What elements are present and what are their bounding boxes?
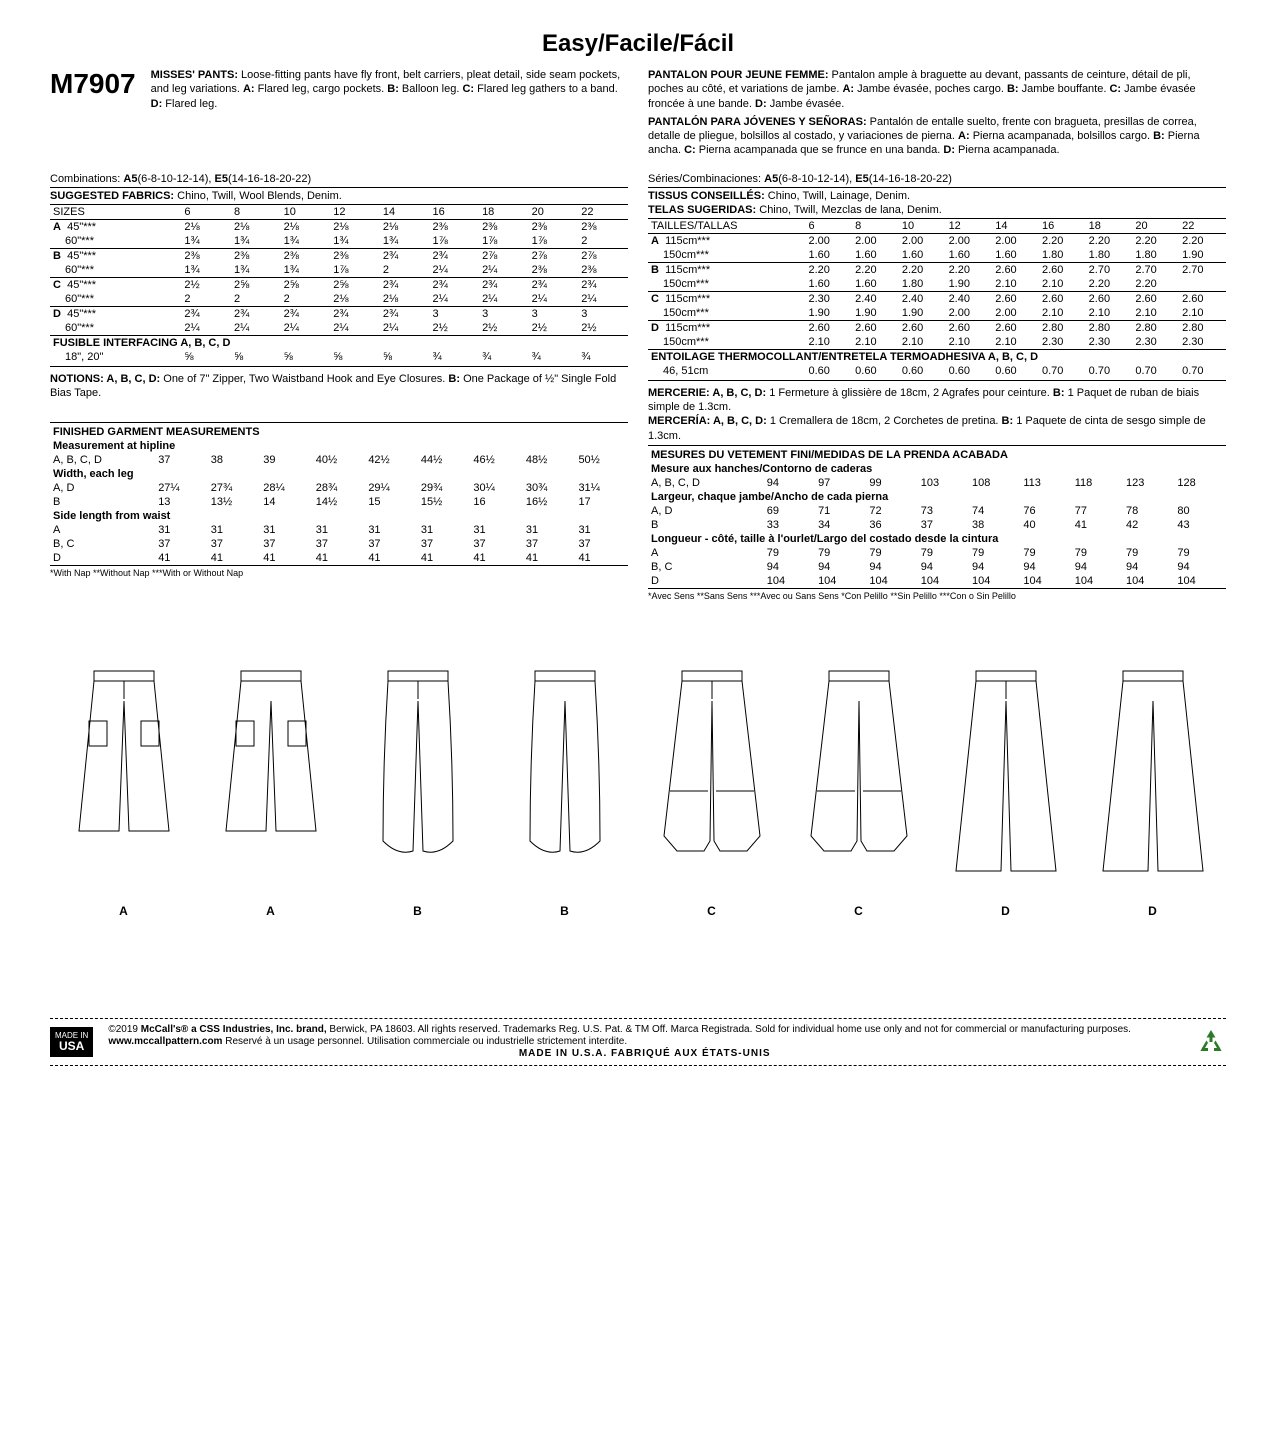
pants-d-back-icon xyxy=(1093,661,1213,891)
fgm-table-imperial: FINISHED GARMENT MEASUREMENTS Measuremen… xyxy=(50,425,628,565)
metric-column: Séries/Combinaciones: A5(6-8-10-12-14), … xyxy=(648,173,1226,601)
illustration-b-front: B xyxy=(358,661,478,918)
pants-b-front-icon xyxy=(358,661,478,891)
description-english: MISSES' PANTS: Loose-fitting pants have … xyxy=(151,68,628,158)
illustration-a-back: A xyxy=(211,661,331,918)
illustration-c-front: C xyxy=(652,661,772,918)
illustrations-row: A A B B C xyxy=(50,661,1226,918)
footer-text: ©2019 McCall's® a CSS Industries, Inc. b… xyxy=(108,1024,1181,1060)
yardage-table-imperial: SIZES6810121416182022 A 45"***2⅛2⅛2⅛2⅛2⅛… xyxy=(50,204,628,364)
yardage-table-metric: TAILLES/TALLAS6810121416182022 A 115cm**… xyxy=(648,218,1226,378)
pants-a-back-icon xyxy=(211,661,331,891)
footer: MADE IN USA ©2019 McCall's® a CSS Indust… xyxy=(50,1018,1226,1066)
pattern-number: M7907 xyxy=(50,68,136,158)
description-translations: PANTALON POUR JEUNE FEMME: Pantalon ampl… xyxy=(648,68,1226,158)
tables-section: Combinations: A5(6-8-10-12-14), E5(14-16… xyxy=(50,173,1226,601)
illustration-b-back: B xyxy=(505,661,625,918)
page-title: Easy/Facile/Fácil xyxy=(50,30,1226,58)
nap-footnote-fr: *Avec Sens **Sans Sens ***Avec ou Sans S… xyxy=(648,588,1226,601)
imperial-column: Combinations: A5(6-8-10-12-14), E5(14-16… xyxy=(50,173,628,601)
fgm-table-metric: MESURES DU VETEMENT FINI/MEDIDAS DE LA P… xyxy=(648,448,1226,588)
illustration-a-front: A xyxy=(64,661,184,918)
recycle-icon xyxy=(1196,1027,1226,1057)
pants-d-front-icon xyxy=(946,661,1066,891)
notions-english: NOTIONS: A, B, C, D: One of 7" Zipper, T… xyxy=(50,372,628,401)
pants-c-back-icon xyxy=(799,661,919,891)
illustration-c-back: C xyxy=(799,661,919,918)
pants-a-front-icon xyxy=(64,661,184,891)
pants-b-back-icon xyxy=(505,661,625,891)
pants-c-front-icon xyxy=(652,661,772,891)
nap-footnote-en: *With Nap **Without Nap ***With or Witho… xyxy=(50,565,628,578)
description-section: M7907 MISSES' PANTS: Loose-fitting pants… xyxy=(50,68,1226,158)
usa-badge: MADE IN USA xyxy=(50,1027,93,1057)
notions-translations: MERCERIE: A, B, C, D: 1 Fermeture à glis… xyxy=(648,386,1226,443)
illustration-d-back: D xyxy=(1093,661,1213,918)
illustration-d-front: D xyxy=(946,661,1066,918)
